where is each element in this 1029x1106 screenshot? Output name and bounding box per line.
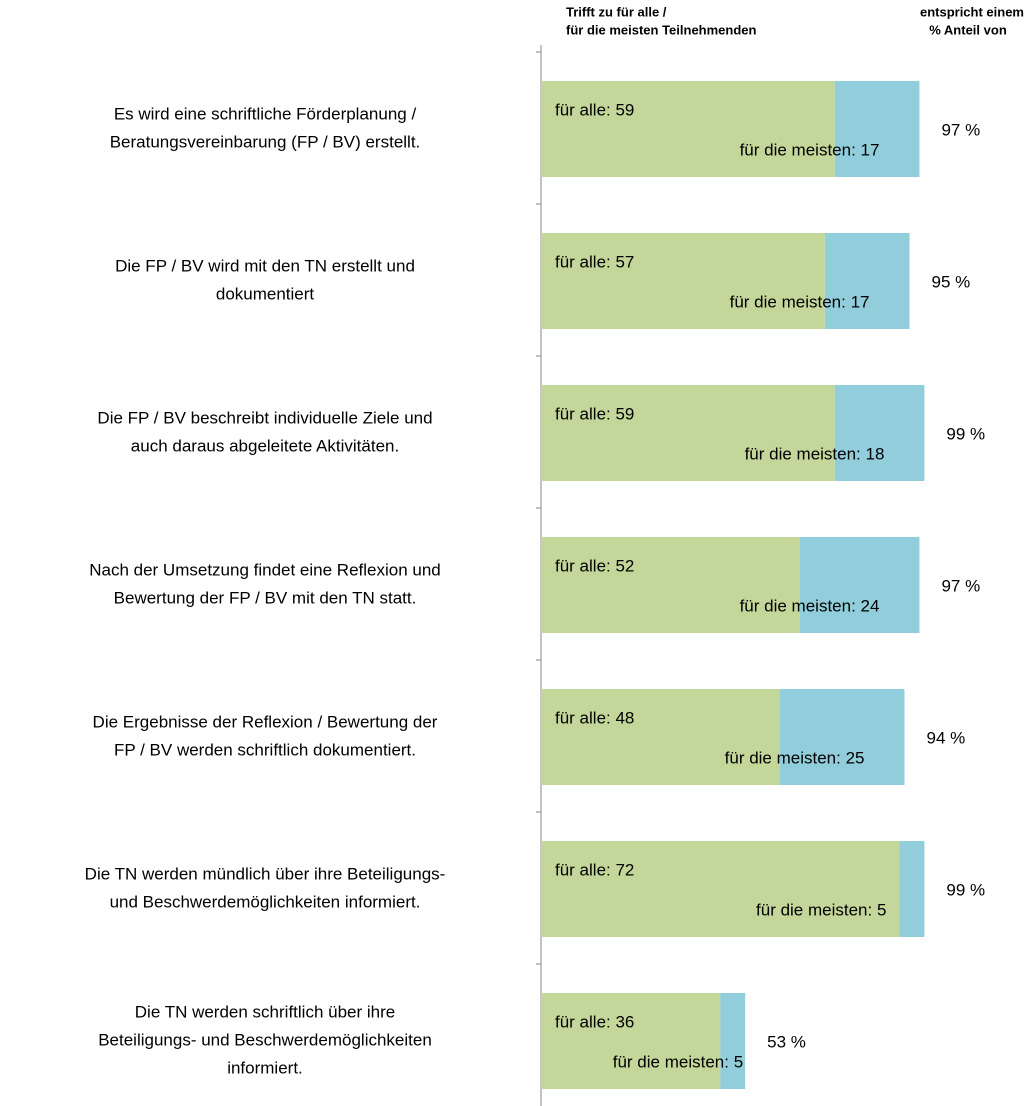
value-label: für alle: 59	[555, 404, 634, 423]
bar-segment	[834, 81, 920, 177]
value-label: für die meisten: 24	[740, 596, 880, 615]
category-label: informiert.	[227, 1058, 303, 1077]
bar-segment	[541, 993, 721, 1089]
header-left: Trifft zu für alle /	[566, 4, 667, 19]
value-label: für die meisten: 17	[730, 292, 870, 311]
bar-segment	[541, 385, 835, 481]
category-label: und Beschwerdemöglichkeiten informiert.	[110, 892, 421, 911]
bar-segment	[824, 233, 910, 329]
category-label: Es wird eine schriftliche Förderplanung …	[114, 104, 417, 123]
header-right: entspricht einem	[920, 4, 1024, 19]
bar-segment	[899, 841, 925, 937]
bar-segment	[541, 81, 835, 177]
share-label: 97 %	[941, 576, 980, 595]
bar-segment	[834, 385, 925, 481]
bar-segment	[541, 689, 781, 785]
value-label: für die meisten: 5	[613, 1052, 743, 1071]
category-label: Die FP / BV wird mit den TN erstellt und	[115, 256, 415, 275]
category-label: Beteiligungs- und Beschwerdemöglichkeite…	[98, 1030, 432, 1049]
category-label: Die TN werden schriftlich über ihre	[135, 1002, 395, 1021]
category-label: Beratungsvereinbarung (FP / BV) erstellt…	[110, 132, 421, 151]
share-label: 53 %	[767, 1032, 806, 1051]
value-label: für alle: 36	[555, 1012, 634, 1031]
value-label: für alle: 48	[555, 708, 634, 727]
category-label: Die FP / BV beschreibt individuelle Ziel…	[97, 408, 432, 427]
header-left: für die meisten Teilnehmenden	[566, 22, 757, 37]
category-label: FP / BV werden schriftlich dokumentiert.	[114, 740, 416, 759]
share-label: 95 %	[931, 272, 970, 291]
share-label: 99 %	[946, 424, 985, 443]
share-label: 97 %	[941, 120, 980, 139]
category-label: Die TN werden mündlich über ihre Beteili…	[85, 864, 446, 883]
bar-segment	[541, 841, 900, 937]
bar-segment	[799, 537, 920, 633]
category-label: Bewertung der FP / BV mit den TN statt.	[114, 588, 417, 607]
value-label: für die meisten: 25	[725, 748, 865, 767]
bar-segment	[720, 993, 746, 1089]
bar-segment	[541, 537, 800, 633]
value-label: für alle: 72	[555, 860, 634, 879]
share-label: 94 %	[927, 728, 966, 747]
header-right: % Anteil von	[929, 22, 1007, 37]
category-label: Die Ergebnisse der Reflexion / Bewertung…	[93, 712, 438, 731]
category-label: auch daraus abgeleitete Aktivitäten.	[131, 436, 399, 455]
value-label: für die meisten: 18	[745, 444, 885, 463]
category-label: dokumentiert	[216, 284, 315, 303]
value-label: für alle: 59	[555, 100, 634, 119]
value-label: für alle: 57	[555, 252, 634, 271]
category-label: Nach der Umsetzung findet eine Reflexion…	[89, 560, 441, 579]
bar-segment	[541, 233, 825, 329]
value-label: für alle: 52	[555, 556, 634, 575]
value-label: für die meisten: 17	[740, 140, 880, 159]
bar-segment	[780, 689, 905, 785]
share-label: 99 %	[946, 880, 985, 899]
value-label: für die meisten: 5	[756, 900, 886, 919]
